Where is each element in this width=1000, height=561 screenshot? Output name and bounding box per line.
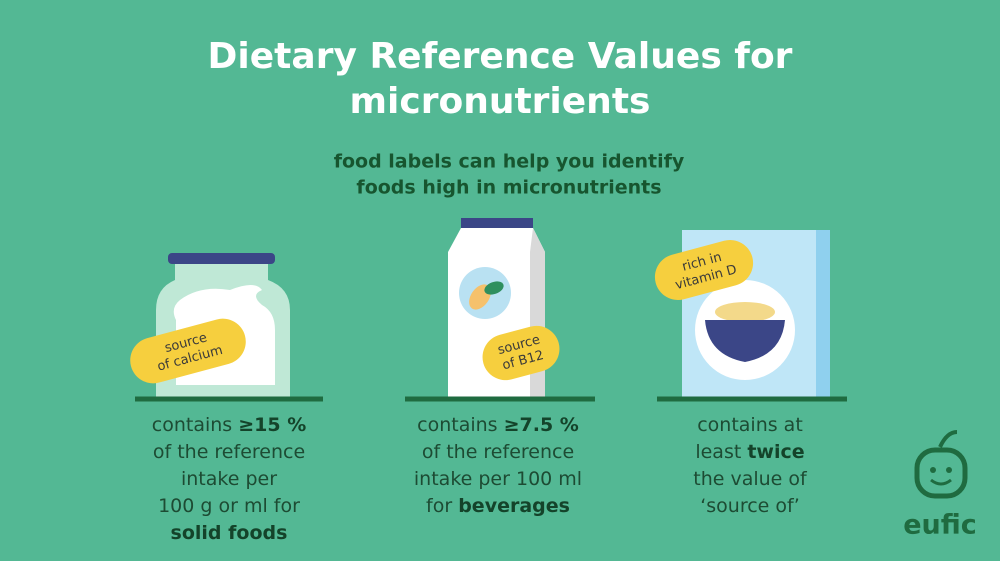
description-line: contains ≥15 % — [152, 414, 306, 436]
description-segment: twice — [747, 441, 804, 463]
description-segment: least — [695, 441, 747, 463]
title-line: Dietary Reference Values for — [208, 36, 793, 77]
logo: eufic — [903, 430, 977, 541]
description-line: intake per 100 ml — [414, 468, 582, 490]
description-segment: ≥15 % — [238, 414, 306, 436]
logo-text: eufic — [903, 510, 977, 541]
description-line: 100 g or ml for — [158, 495, 300, 517]
description-segment: ≥7.5 % — [504, 414, 579, 436]
description-segment: beverages — [458, 495, 570, 517]
subtitle-line: foods high in micronutrients — [356, 177, 661, 199]
tag-shape — [482, 325, 560, 381]
description-line: for beverages — [426, 495, 570, 517]
tag-shape — [654, 240, 754, 300]
description-segment: contains — [152, 414, 238, 436]
description-segment: contains at — [697, 414, 803, 436]
subtitle-line: food labels can help you identify — [334, 151, 685, 173]
description-line: intake per — [181, 468, 277, 490]
tag-shape — [130, 318, 246, 384]
description-segment: ‘source of’ — [700, 495, 800, 517]
description-segment: intake per — [181, 468, 277, 490]
description-segment: contains — [417, 414, 503, 436]
description-segment: for — [426, 495, 458, 517]
description-segment: of the reference — [422, 441, 574, 463]
description-segment: intake per 100 ml — [414, 468, 582, 490]
description-segment: solid foods — [171, 522, 288, 544]
description-line: of the reference — [422, 441, 574, 463]
title-line: micronutrients — [350, 81, 651, 122]
description-line: contains at — [697, 414, 803, 436]
description-line: the value of — [693, 468, 808, 490]
description-line: least twice — [695, 441, 804, 463]
description-line: of the reference — [153, 441, 305, 463]
description-segment: of the reference — [153, 441, 305, 463]
description-line: contains ≥7.5 % — [417, 414, 579, 436]
description-line: ‘source of’ — [700, 495, 800, 517]
description-line: solid foods — [171, 522, 288, 544]
description-segment: the value of — [693, 468, 808, 490]
description-segment: 100 g or ml for — [158, 495, 300, 517]
